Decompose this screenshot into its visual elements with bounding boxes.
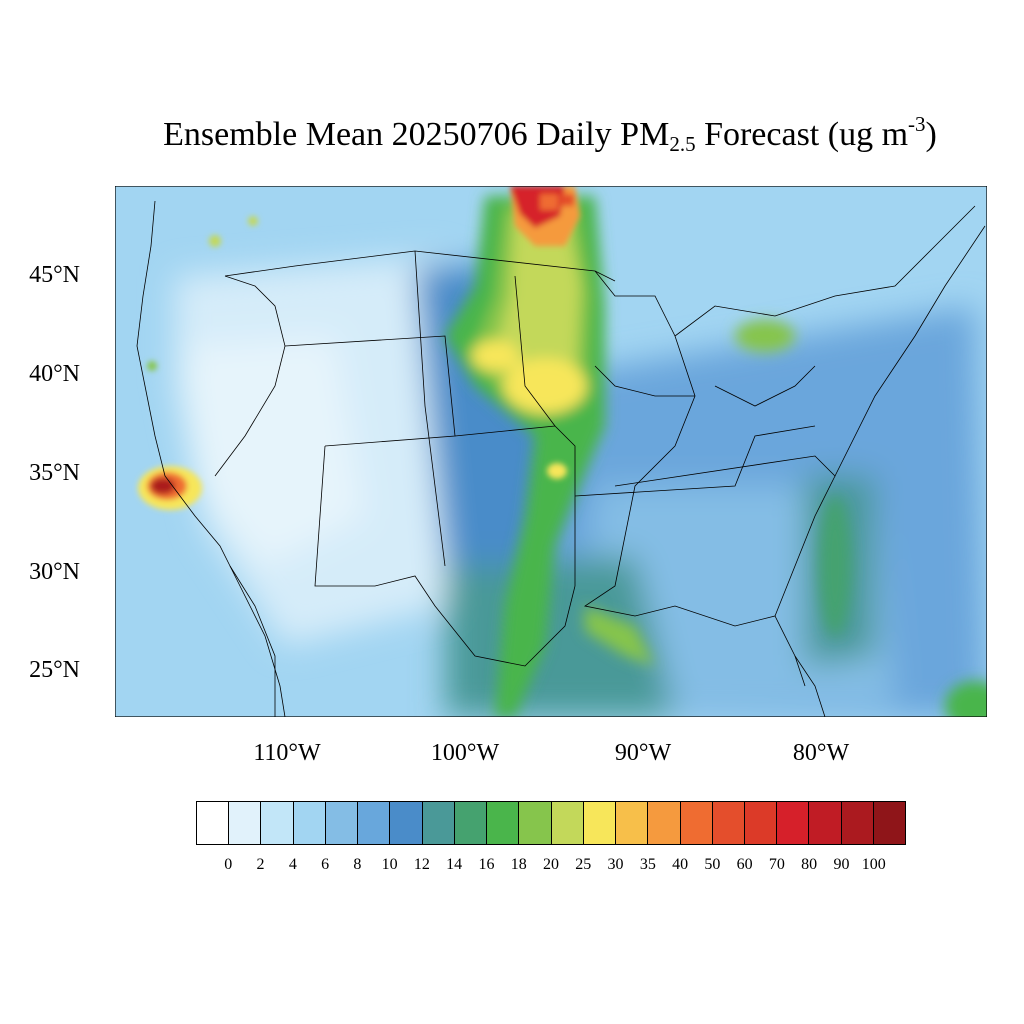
colorbar-swatch	[519, 802, 552, 844]
colorbar-swatch	[841, 802, 874, 844]
colorbar-swatch	[777, 802, 810, 844]
colorbar-label: 70	[768, 856, 785, 873]
colorbar-swatch	[616, 802, 649, 844]
colorbar-label: 60	[736, 856, 753, 873]
colorbar-label: 8	[353, 856, 362, 873]
colorbar-label: 80	[801, 856, 818, 873]
lat-label-35: 35°N	[29, 460, 80, 486]
colorbar-label: 6	[321, 856, 330, 873]
colorbar-label: 35	[639, 856, 656, 873]
pm25-forecast-map	[115, 186, 987, 717]
colorbar-label: 4	[288, 856, 297, 873]
colorbar-swatch	[680, 802, 713, 844]
lon-label-110w: 110°W	[253, 740, 321, 766]
colorbar-label: 16	[478, 856, 495, 873]
coastlines-and-borders	[136, 200, 986, 717]
colorbar-label: 18	[510, 856, 527, 873]
colorbar-label: 12	[413, 856, 430, 873]
lon-label-100w: 100°W	[430, 740, 500, 766]
colorbar-label: 0	[224, 856, 233, 873]
gulf-teal-region	[445, 556, 675, 717]
lat-label-40: 40°N	[29, 361, 80, 387]
colorbar-swatch	[325, 802, 359, 844]
ontario-green-patch	[735, 320, 795, 352]
colorbar-swatch	[648, 802, 681, 844]
colorbar-swatch	[744, 802, 778, 844]
lat-label-45: 45°N	[29, 262, 80, 288]
colorbar-swatch	[390, 802, 423, 844]
colorbar-swatch	[873, 802, 906, 844]
mississippi-green-tail	[585, 606, 655, 666]
colorbar-swatch	[197, 802, 230, 844]
colorbar-label: 20	[543, 856, 559, 873]
colorbar-swatch	[454, 802, 488, 844]
colorbar-swatch	[422, 802, 455, 844]
colorbar-label: 50	[704, 856, 721, 873]
colorbar-swatch	[583, 802, 617, 844]
nebraska-yellow-patch	[471, 340, 519, 372]
colorbar-swatch	[712, 802, 745, 844]
colorbar	[196, 801, 906, 845]
lat-label-30: 30°N	[29, 559, 80, 585]
lat-label-25: 25°N	[29, 657, 80, 683]
map-title: Ensemble Mean 20250706 Daily PM2.5 Forec…	[163, 112, 937, 156]
colorbar-swatch	[809, 802, 842, 844]
colorbar-label: 25	[575, 856, 592, 873]
colorbar-label: 14	[446, 856, 463, 873]
colorbar-swatch	[261, 802, 294, 844]
great-basin-clean-region	[185, 336, 365, 566]
caribbean-green-patch	[945, 681, 987, 717]
socal-plume-core	[151, 478, 175, 494]
colorbar-swatch	[487, 802, 520, 844]
colorbar-label: 100	[861, 856, 886, 873]
colorbar-label: 10	[381, 856, 398, 873]
lon-label-80w: 80°W	[792, 740, 850, 766]
colorbar-label: 40	[672, 856, 689, 873]
colorbar-swatch	[229, 802, 262, 844]
lon-label-90w: 90°W	[614, 740, 672, 766]
colorbar-swatch	[358, 802, 391, 844]
colorbar-label: 30	[607, 856, 624, 873]
colorbar-label: 2	[256, 856, 265, 873]
smoke-corridor-inner	[495, 206, 580, 396]
colorbar-swatch	[293, 802, 326, 844]
colorbar-swatch	[551, 802, 584, 844]
iowa-yellow-patch	[503, 358, 587, 414]
colorbar-label: 90	[833, 856, 850, 873]
florida-green-patch	[819, 496, 851, 636]
